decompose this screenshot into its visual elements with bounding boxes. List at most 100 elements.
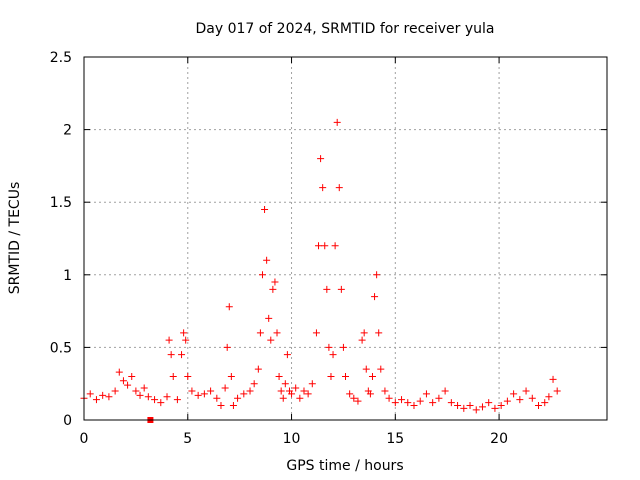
data-point bbox=[180, 329, 188, 337]
data-point bbox=[225, 303, 233, 311]
data-point bbox=[273, 329, 281, 337]
data-point bbox=[312, 329, 320, 337]
data-point bbox=[275, 372, 283, 380]
data-point bbox=[283, 351, 291, 359]
data-point bbox=[163, 393, 171, 401]
data-point bbox=[377, 365, 385, 373]
data-point bbox=[258, 271, 266, 279]
data-point bbox=[350, 394, 358, 402]
data-point bbox=[173, 396, 181, 404]
data-point bbox=[265, 314, 273, 322]
data-point bbox=[441, 387, 449, 395]
data-point bbox=[331, 242, 339, 250]
y-tick-label: 2 bbox=[63, 123, 72, 139]
data-point bbox=[315, 242, 323, 250]
data-point bbox=[373, 271, 381, 279]
data-point bbox=[549, 375, 557, 383]
data-point bbox=[404, 399, 412, 407]
data-point bbox=[435, 394, 443, 402]
data-point bbox=[115, 368, 123, 376]
data-point bbox=[541, 399, 549, 407]
data-point bbox=[410, 401, 418, 409]
data-point bbox=[261, 205, 269, 213]
y-tick-labels: 0 0.5 1 1.5 2 2.5 bbox=[50, 50, 72, 429]
data-point bbox=[553, 387, 561, 395]
data-point bbox=[207, 387, 215, 395]
data-point bbox=[213, 394, 221, 402]
data-point bbox=[308, 380, 316, 388]
data-point bbox=[292, 384, 300, 392]
data-point bbox=[335, 184, 343, 192]
data-point bbox=[323, 285, 331, 293]
data-point bbox=[522, 387, 530, 395]
data-point bbox=[227, 372, 235, 380]
data-point bbox=[391, 399, 399, 407]
data-point bbox=[269, 285, 277, 293]
data-point bbox=[86, 390, 94, 398]
data-point bbox=[339, 343, 347, 351]
grid-lines bbox=[84, 57, 607, 420]
x-tick-label: 20 bbox=[490, 431, 508, 447]
data-point bbox=[325, 343, 333, 351]
data-point bbox=[321, 242, 329, 250]
data-point bbox=[271, 278, 279, 286]
x-tick-label: 15 bbox=[386, 431, 404, 447]
data-point bbox=[136, 391, 144, 399]
data-point bbox=[381, 387, 389, 395]
data-point bbox=[485, 399, 493, 407]
data-point bbox=[240, 390, 248, 398]
data-point bbox=[217, 401, 225, 409]
data-point bbox=[516, 396, 524, 404]
data-point bbox=[300, 387, 308, 395]
data-point bbox=[478, 403, 486, 411]
x-tick-label: 5 bbox=[183, 431, 192, 447]
data-point bbox=[92, 396, 100, 404]
data-point bbox=[151, 396, 159, 404]
y-tick-label: 2.5 bbox=[50, 50, 72, 66]
data-point bbox=[491, 404, 499, 412]
data-point bbox=[165, 336, 173, 344]
data-point bbox=[460, 404, 468, 412]
data-point bbox=[279, 394, 287, 402]
data-point bbox=[503, 397, 511, 405]
axis-ticks bbox=[83, 56, 607, 421]
data-point bbox=[375, 329, 383, 337]
data-point bbox=[510, 390, 518, 398]
chart-title: Day 017 of 2024, SRMTID for receiver yul… bbox=[195, 21, 494, 37]
data-point bbox=[221, 384, 229, 392]
data-point bbox=[184, 372, 192, 380]
data-point bbox=[277, 387, 285, 395]
data-point bbox=[429, 399, 437, 407]
x-axis-title: GPS time / hours bbox=[286, 458, 403, 474]
data-point bbox=[371, 293, 379, 301]
data-point bbox=[472, 406, 480, 414]
plot-frame bbox=[83, 56, 608, 421]
data-point bbox=[296, 394, 304, 402]
data-point bbox=[327, 372, 335, 380]
data-point bbox=[200, 390, 208, 398]
data-point bbox=[288, 390, 296, 398]
data-point bbox=[281, 380, 289, 388]
data-point bbox=[263, 256, 271, 264]
data-point bbox=[234, 394, 242, 402]
data-point bbox=[119, 377, 127, 385]
data-point bbox=[354, 397, 362, 405]
data-point bbox=[447, 399, 455, 407]
data-point bbox=[250, 380, 258, 388]
x-tick-label: 0 bbox=[80, 431, 89, 447]
data-point bbox=[178, 351, 186, 359]
data-point bbox=[360, 329, 368, 337]
y-axis-title: SRMTID / TECUs bbox=[7, 182, 23, 295]
data-point bbox=[398, 396, 406, 404]
data-point bbox=[254, 365, 262, 373]
data-point bbox=[267, 336, 275, 344]
data-point bbox=[194, 391, 202, 399]
data-point bbox=[385, 394, 393, 402]
data-point bbox=[368, 372, 376, 380]
data-point bbox=[229, 401, 237, 409]
data-point bbox=[497, 401, 505, 409]
data-point bbox=[128, 372, 136, 380]
data-point bbox=[182, 336, 190, 344]
data-point bbox=[454, 401, 462, 409]
